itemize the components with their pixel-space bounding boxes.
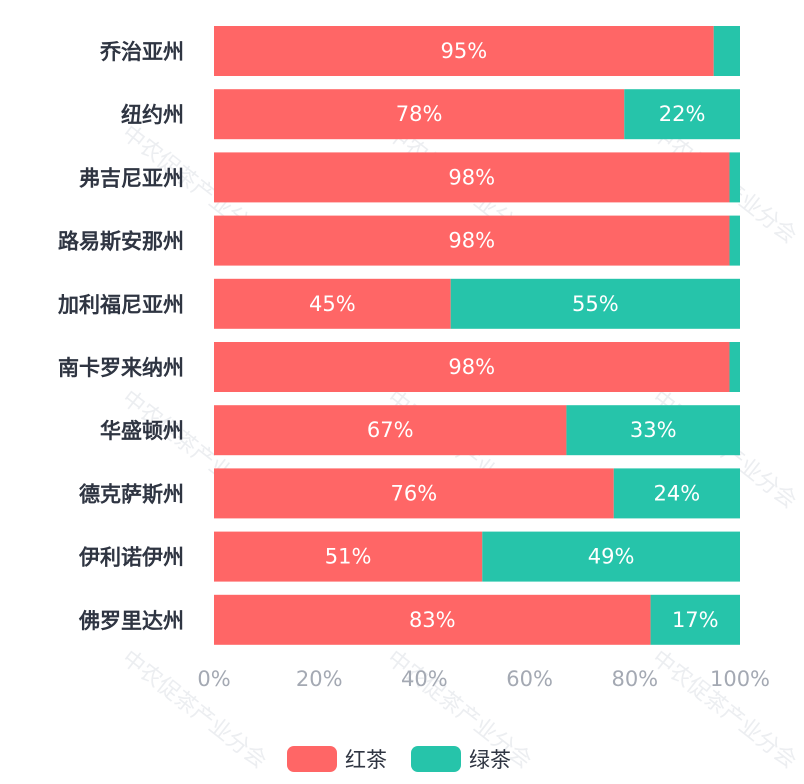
x-tick-label: 40% [401, 667, 448, 691]
bar-value-label: 22% [659, 102, 706, 126]
watermark-text: 中农促茶产业分会 [647, 646, 801, 774]
bar-segment-black-tea [214, 215, 730, 266]
bar-value-label: 98% [448, 229, 495, 253]
bar-value-label: 98% [448, 355, 495, 379]
bar-value-label: 33% [630, 418, 677, 442]
category-label: 弗吉尼亚州 [79, 166, 184, 190]
bar-segment-green-tea [566, 405, 740, 456]
category-axis: 乔治亚州纽约州弗吉尼亚州路易斯安那州加利福尼亚州南卡罗来纳州华盛顿州德克萨斯州伊… [57, 40, 184, 633]
category-label: 乔治亚州 [99, 40, 184, 64]
bar-segment-green-tea [729, 152, 740, 203]
category-label: 纽约州 [121, 103, 184, 127]
bar-segment-black-tea [214, 89, 625, 140]
bar-value-label: 51% [325, 545, 372, 569]
bar-value-label: 17% [672, 608, 719, 632]
bar-segment-green-tea [713, 26, 740, 76]
x-tick-label: 20% [296, 667, 343, 691]
bar-value-label: 95% [441, 39, 488, 63]
bars-layer: 95% 78% 22% 98% 98% 45% 55% 98% 67% 33% 76% 24% 51% 4… [214, 26, 740, 645]
watermark-text: 中农促茶产业分会 [117, 646, 271, 774]
bar-segment-green-tea [613, 468, 740, 519]
category-label: 南卡罗来纳州 [58, 356, 184, 380]
x-tick-label: 80% [611, 667, 658, 691]
bar-value-label: 67% [367, 418, 414, 442]
bar-segment-green-tea [650, 594, 740, 645]
bar-value-label: 83% [409, 608, 456, 632]
bar-value-label: 98% [448, 165, 495, 189]
category-label: 华盛顿州 [100, 419, 184, 443]
bar-segment-black-tea [214, 278, 451, 329]
bar-segment-green-tea [450, 278, 740, 329]
bar-segment-black-tea [214, 26, 714, 76]
bar-segment-black-tea [214, 594, 651, 645]
bar-segment-black-tea [214, 468, 614, 519]
bar-segment-green-tea [624, 89, 740, 140]
category-label: 路易斯安那州 [58, 230, 184, 254]
value-axis: 0% 20% 40% 60% 80% 100% [197, 667, 770, 691]
category-label: 伊利诺伊州 [78, 546, 184, 570]
legend-label: 红茶 [345, 748, 387, 772]
bar-segment-green-tea [729, 215, 740, 266]
category-label: 德克萨斯州 [79, 482, 184, 506]
bar-segment-black-tea [214, 405, 567, 456]
x-tick-label: 60% [506, 667, 553, 691]
bar-value-label: 24% [654, 481, 701, 505]
legend-swatch [411, 746, 461, 772]
bar-value-label: 78% [396, 102, 443, 126]
category-label: 佛罗里达州 [78, 609, 184, 633]
legend-label: 绿茶 [469, 748, 511, 772]
bar-value-label: 55% [572, 292, 619, 316]
bar-segment-black-tea [214, 342, 730, 392]
legend-swatch [287, 746, 337, 772]
bar-value-label: 49% [588, 545, 635, 569]
bar-segment-green-tea [729, 342, 740, 392]
bar-segment-black-tea [214, 152, 730, 203]
bar-value-label: 76% [391, 481, 438, 505]
bar-value-label: 45% [309, 292, 356, 316]
x-tick-label: 100% [710, 667, 770, 691]
x-tick-label: 0% [197, 667, 230, 691]
category-label: 加利福尼亚州 [57, 293, 184, 317]
bar-segment-black-tea [214, 531, 483, 582]
bar-segment-green-tea [482, 531, 740, 582]
legend: 红茶 绿茶 [287, 746, 511, 772]
